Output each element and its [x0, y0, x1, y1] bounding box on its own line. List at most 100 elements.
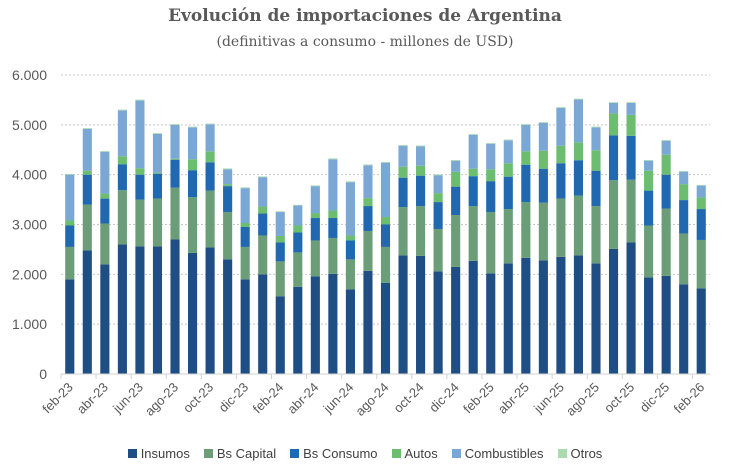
bar-segment-autos	[626, 114, 636, 136]
x-tick-label: feb-24	[250, 380, 287, 417]
x-tick-label: jun-23	[109, 380, 146, 417]
bar-segment-otros	[135, 99, 145, 101]
legend-swatch	[203, 449, 213, 458]
bar-segment-combustibles	[240, 188, 250, 224]
bar-segment-otros	[468, 134, 478, 135]
bar-segment-insumos	[398, 255, 408, 374]
bar-segment-insumos	[538, 260, 548, 374]
chart-title: Evolución de importaciones de Argentina	[168, 6, 562, 26]
legend-item: Bs Capital	[203, 446, 277, 461]
bar-segment-autos	[363, 198, 373, 207]
bar-segment-bs-consumo	[293, 232, 303, 253]
bar-segment-bs-consumo	[310, 218, 320, 241]
x-tick-label: oct-23	[180, 380, 216, 416]
bar-segment-bs-capital	[223, 212, 233, 260]
bar-segment-otros	[679, 170, 689, 172]
bar-segment-autos	[187, 159, 198, 171]
bar-segment-bs-capital	[556, 198, 566, 257]
bar-segment-autos	[275, 235, 285, 243]
bar-segment-combustibles	[310, 186, 320, 214]
bar-segment-bs-capital	[205, 190, 215, 248]
bar-segment-autos	[135, 168, 145, 175]
y-tick-label: 6.000	[12, 67, 47, 83]
bar-segment-autos	[644, 170, 654, 191]
bar-segment-bs-capital	[380, 246, 391, 283]
bar-segment-bs-consumo	[275, 242, 285, 262]
bar-segment-insumos	[556, 256, 566, 374]
bar-segment-insumos	[310, 276, 320, 374]
bar-segment-insumos	[503, 263, 513, 374]
bar-segment-combustibles	[538, 122, 548, 151]
bar-segment-otros	[100, 150, 110, 152]
bar-segment-bs-consumo	[679, 200, 689, 234]
bar-segment-otros	[275, 211, 285, 213]
bar-segment-insumos	[363, 270, 373, 374]
bar-segment-autos	[679, 184, 689, 201]
legend-item: Autos	[391, 446, 438, 461]
bar-segment-otros	[398, 145, 408, 146]
bar-segment-bs-consumo	[223, 186, 233, 213]
bar-segment-autos	[258, 206, 268, 214]
legend-label: Bs Capital	[216, 446, 277, 461]
bar-segment-insumos	[205, 247, 215, 374]
bar-segment-combustibles	[486, 143, 496, 170]
bar-segment-bs-capital	[135, 199, 145, 247]
bar-segment-otros	[223, 168, 233, 170]
bar-segment-bs-consumo	[65, 225, 75, 247]
bar-segment-otros	[380, 161, 391, 163]
bar-segment-combustibles	[521, 124, 531, 152]
bar-segment-otros	[644, 159, 654, 161]
y-tick-label: 0	[39, 366, 47, 382]
bar-segment-bs-consumo	[521, 164, 531, 203]
bar-segment-insumos	[328, 273, 338, 374]
bar-segment-insumos	[240, 279, 250, 374]
bar-segment-bs-capital	[644, 225, 654, 278]
bar-segment-combustibles	[223, 169, 233, 185]
legend-item: Bs Consumo	[290, 446, 378, 461]
bar-segment-bs-capital	[573, 195, 584, 256]
bar-segment-bs-capital	[679, 233, 689, 285]
bar-segment-otros	[573, 98, 584, 100]
legend-swatch	[557, 449, 567, 458]
bar-segment-autos	[661, 154, 671, 175]
bar-segment-bs-consumo	[538, 168, 548, 203]
bar-segment-bs-consumo	[398, 177, 408, 208]
bar-segment-combustibles	[363, 165, 373, 199]
bar-segment-insumos	[573, 255, 584, 374]
bar-segment-bs-consumo	[135, 174, 145, 200]
bar-segment-otros	[240, 187, 250, 189]
bar-segment-combustibles	[170, 124, 180, 159]
bar-segment-bs-capital	[117, 190, 127, 245]
bar-segment-insumos	[380, 282, 391, 374]
bar-segment-combustibles	[416, 146, 426, 166]
bar-segment-insumos	[117, 244, 127, 374]
bar-segment-bs-capital	[258, 235, 268, 275]
bar-segment-bs-capital	[591, 206, 601, 264]
x-tick-label: abr-23	[74, 380, 111, 417]
x-tick-label: feb-23	[39, 380, 76, 417]
bar-segment-combustibles	[451, 160, 461, 172]
x-tick-label: dic-23	[216, 380, 252, 416]
bar-segment-combustibles	[65, 174, 75, 221]
bar-segment-otros	[538, 122, 548, 123]
bar-segment-insumos	[345, 289, 355, 374]
bar-segment-insumos	[275, 296, 285, 374]
bar-segment-bs-consumo	[468, 176, 478, 207]
bar-segment-otros	[345, 181, 355, 183]
bar-segment-otros	[503, 139, 513, 141]
bar-segment-combustibles	[644, 160, 654, 171]
bar-segment-insumos	[65, 279, 75, 374]
bar-segment-autos	[468, 168, 478, 177]
bar-segment-bs-consumo	[503, 176, 513, 210]
bar-segment-bs-consumo	[626, 135, 636, 180]
bar-segment-combustibles	[82, 128, 92, 171]
legend-item: Otros	[557, 446, 602, 461]
bar-segment-insumos	[433, 271, 443, 374]
bar-segment-bs-capital	[275, 261, 285, 297]
bar-segment-combustibles	[135, 100, 145, 169]
bar-segment-otros	[205, 123, 215, 125]
bar-segment-autos	[82, 170, 92, 175]
bar-segment-autos	[591, 150, 601, 171]
x-tick-label: ago-25	[563, 380, 602, 419]
bar-segment-combustibles	[100, 151, 110, 194]
